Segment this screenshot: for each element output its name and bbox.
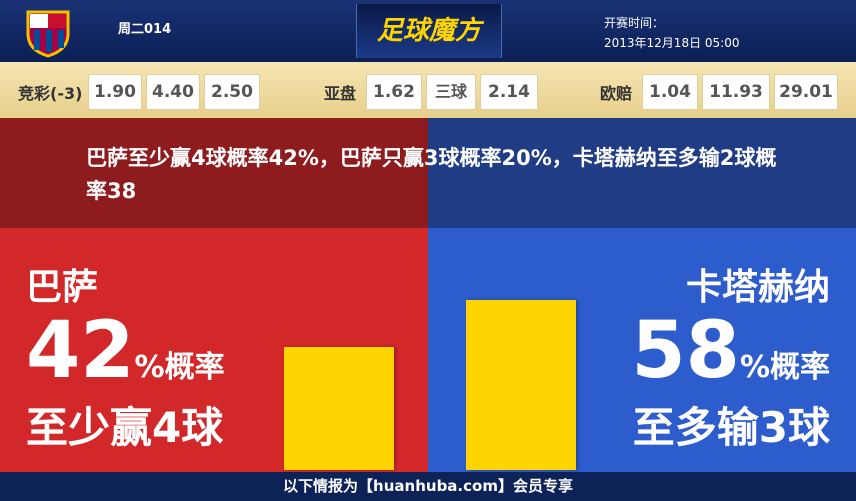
club-badge bbox=[26, 10, 70, 58]
odds-value: 29.01 bbox=[774, 74, 838, 110]
odds-label: 欧赔 bbox=[600, 84, 633, 103]
probability: 58%概率 bbox=[631, 312, 830, 390]
footer: 以下情报为【huanhuba.com】会员专享 bbox=[0, 472, 856, 501]
headline: 巴萨至少赢4球概率42%，巴萨只赢3球概率20%，卡塔赫纳至多输2球概率38 bbox=[86, 146, 777, 203]
kickoff-time: 2013年12月18日 05:00 bbox=[604, 36, 740, 50]
odds-value: 1.04 bbox=[642, 74, 698, 110]
outcome: 至少赢4球 bbox=[26, 403, 224, 452]
odds-value: 4.40 bbox=[146, 74, 200, 110]
bar bbox=[466, 300, 576, 470]
bar bbox=[284, 346, 394, 470]
team-name: 巴萨 bbox=[26, 267, 99, 308]
headline-bg bbox=[428, 118, 856, 228]
outcome: 至多输3球 bbox=[632, 403, 830, 452]
headline-bg bbox=[0, 118, 428, 228]
percent: 58 bbox=[631, 306, 740, 396]
percent: 42 bbox=[26, 306, 135, 396]
odds-value: 1.90 bbox=[88, 74, 142, 110]
odds-value: 11.93 bbox=[702, 74, 770, 110]
match-number: 周二014 bbox=[118, 22, 172, 37]
probability: 42%概率 bbox=[26, 312, 225, 390]
percent-suffix: %概率 bbox=[739, 350, 830, 385]
kickoff-label: 开赛时间： bbox=[604, 16, 665, 30]
odds-value: 1.62 bbox=[366, 74, 422, 110]
odds-value: 2.50 bbox=[204, 74, 260, 110]
odds-label: 三球 bbox=[426, 74, 476, 110]
percent-suffix: %概率 bbox=[134, 350, 225, 385]
odds-value: 2.14 bbox=[480, 74, 538, 110]
team-name: 卡塔赫纳 bbox=[685, 267, 830, 308]
odds-label: 竞彩(-3) bbox=[18, 84, 83, 103]
odds-label: 亚盘 bbox=[324, 84, 357, 103]
logo: 足球魔方 bbox=[356, 4, 502, 58]
